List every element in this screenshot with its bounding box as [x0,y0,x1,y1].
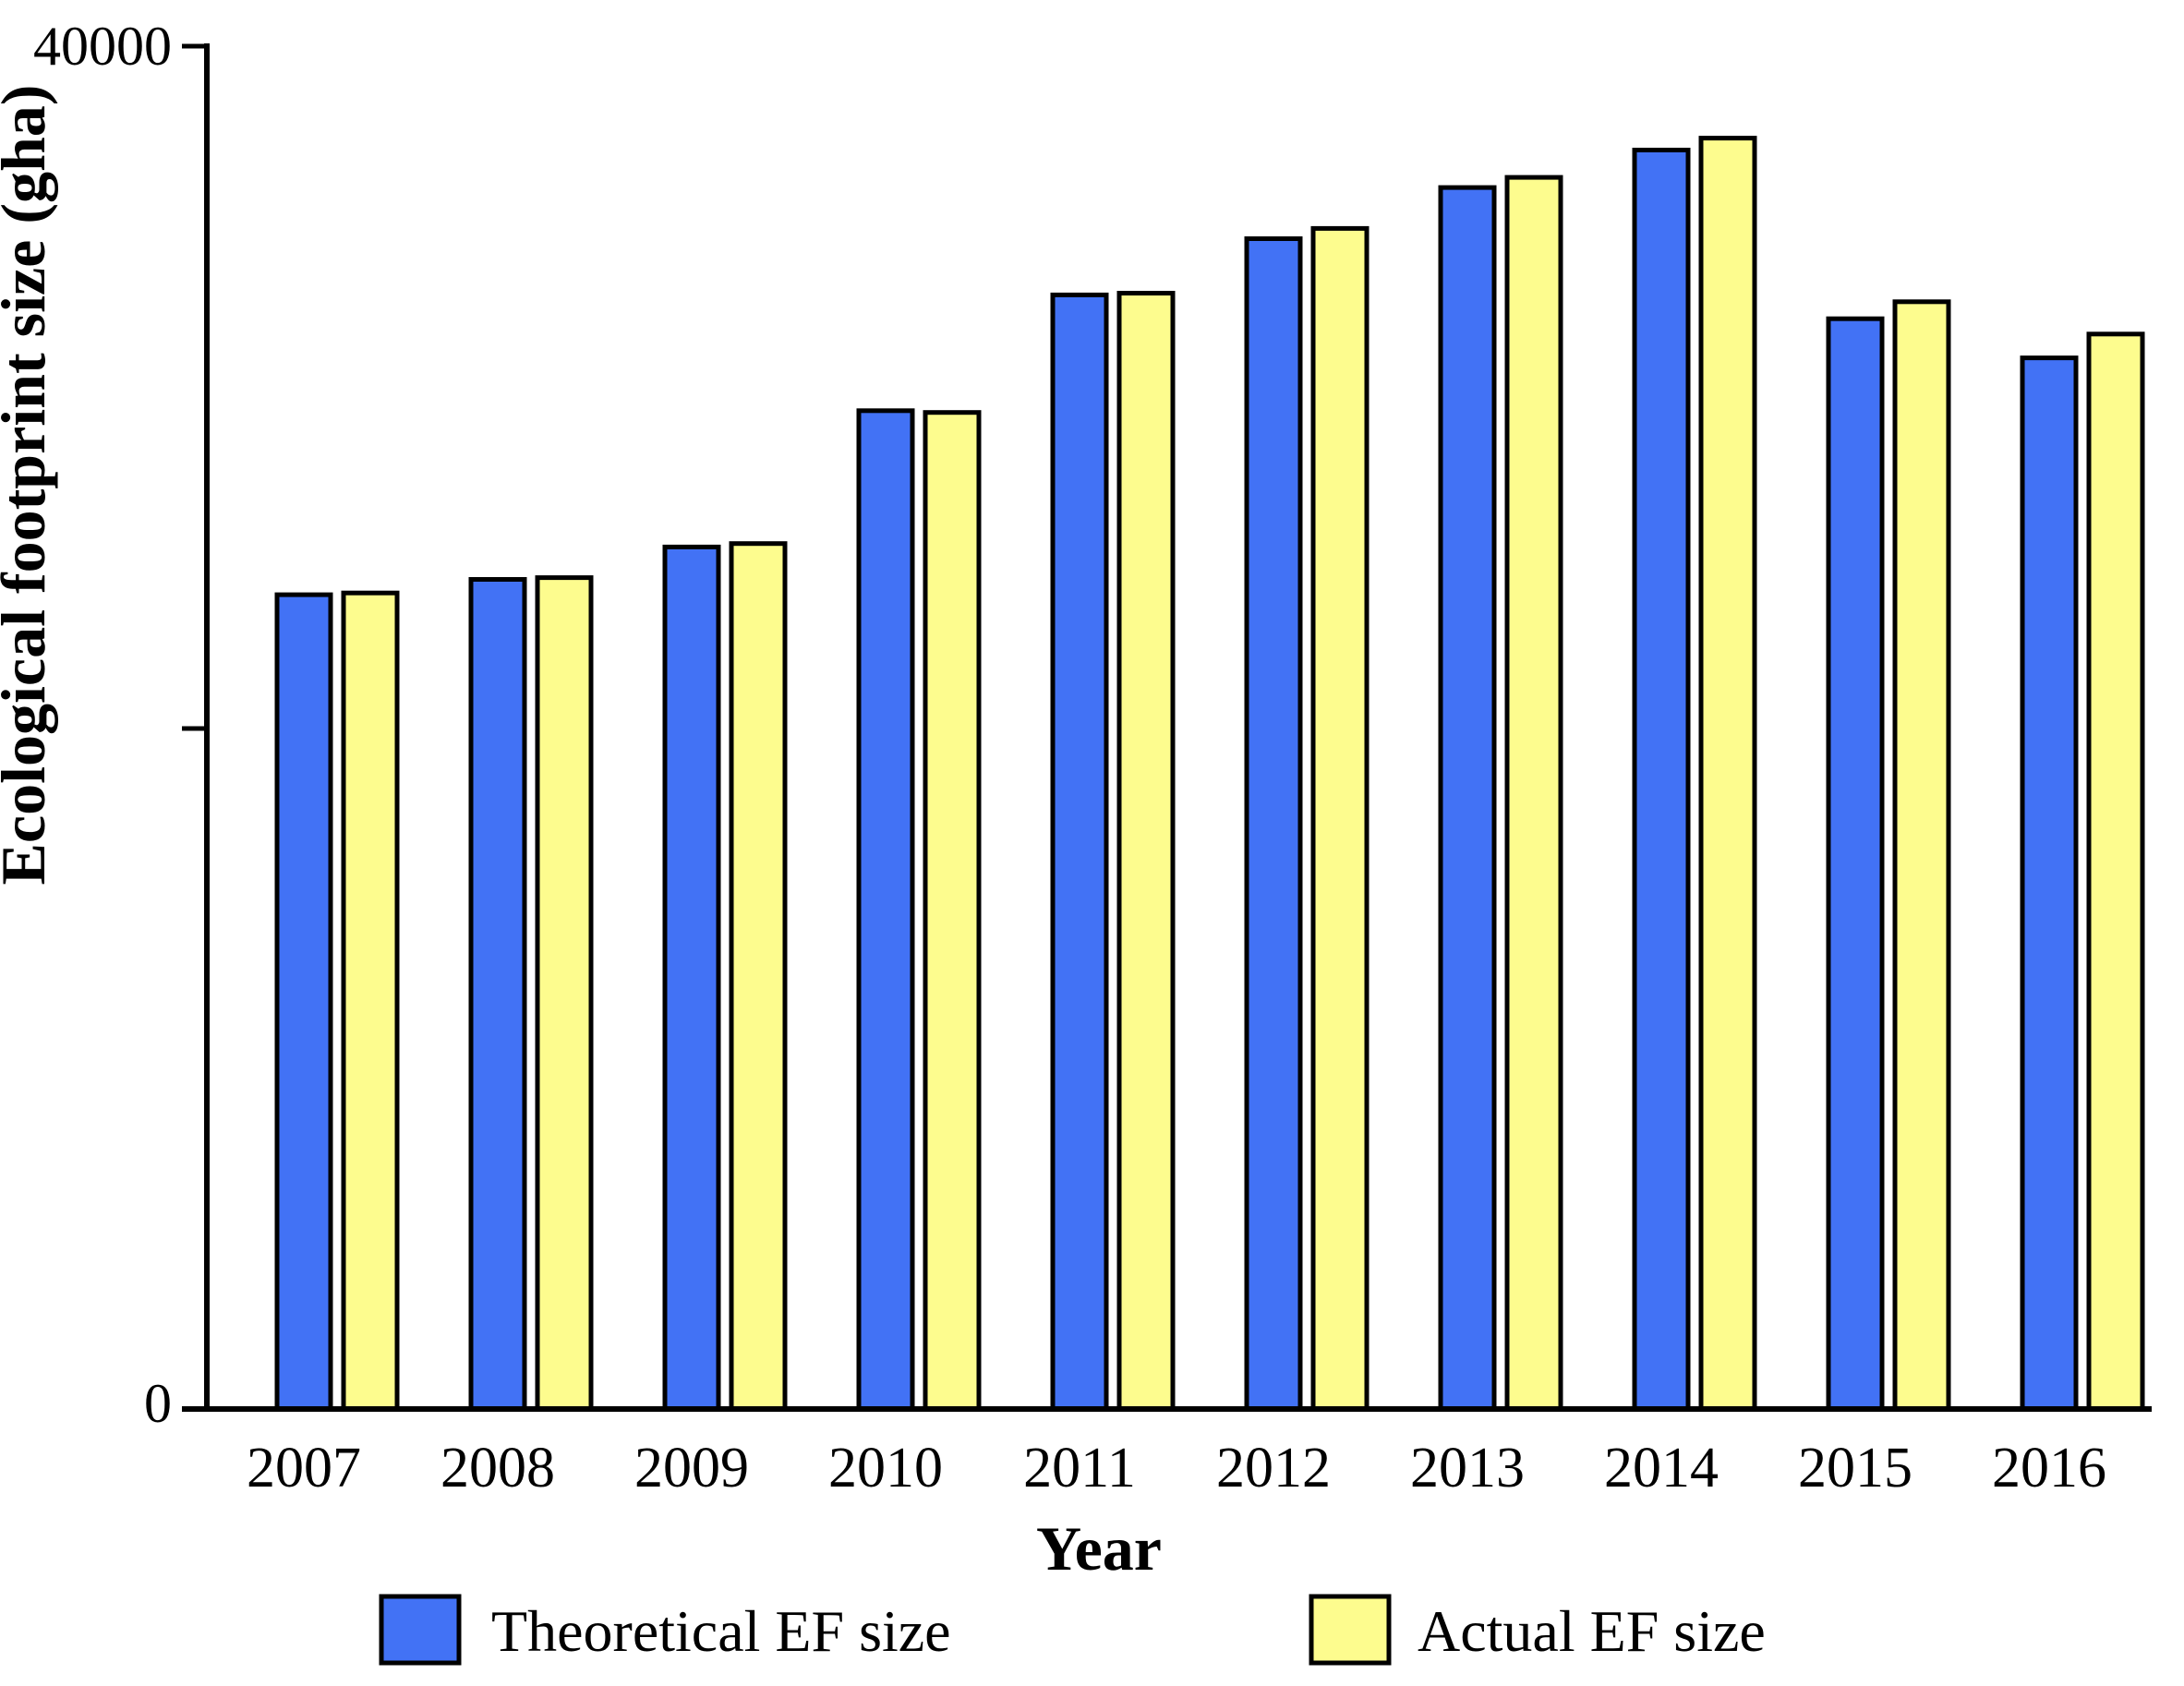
x-tick-label-2014: 2014 [1604,1437,1719,1499]
bar-actual-2008 [535,575,594,1412]
x-tick-label-2012: 2012 [1216,1437,1331,1499]
bar-theoretical-2012 [1244,236,1303,1412]
x-tick-label-2007: 2007 [247,1437,361,1499]
bar-actual-2013 [1504,175,1563,1412]
bar-theoretical-2016 [2020,355,2079,1412]
bar-actual-2010 [923,410,982,1412]
y-tick-label-40000: 40000 [33,16,172,77]
y-axis-title: Ecological footprint size (gha) [0,85,58,885]
bar-theoretical-2011 [1050,292,1109,1412]
x-tick-labels: 2007 2008 2009 2010 2011 2012 2013 2014 2015 2016 [247,1437,2106,1499]
bars-group [274,136,2145,1412]
bar-theoretical-2013 [1438,185,1497,1412]
bar-theoretical-2010 [856,408,915,1412]
y-tick-label-0: 0 [144,1373,172,1434]
bar-actual-2016 [2086,331,2145,1412]
legend-label-theoretical: Theoretical EF size [491,1598,951,1664]
legend-swatch-theoretical [379,1594,462,1666]
bar-actual-2015 [1892,299,1951,1412]
bar-theoretical-2014 [1632,148,1691,1412]
bar-actual-2014 [1698,136,1757,1412]
bar-actual-2012 [1310,225,1370,1412]
legend-swatch-actual [1309,1594,1392,1666]
bar-actual-2011 [1116,291,1176,1412]
legend-label-actual: Actual EF size [1418,1598,1766,1664]
x-tick-label-2008: 2008 [440,1437,555,1499]
bar-theoretical-2009 [662,544,721,1412]
x-tick-label-2011: 2011 [1023,1437,1136,1499]
bar-theoretical-2015 [1826,316,1885,1412]
bar-theoretical-2007 [274,592,333,1412]
bar-actual-2007 [341,590,400,1412]
x-tick-label-2013: 2013 [1410,1437,1525,1499]
x-tick-label-2016: 2016 [1992,1437,2106,1499]
x-tick-label-2010: 2010 [828,1437,943,1499]
x-tick-label-2009: 2009 [634,1437,749,1499]
bar-theoretical-2008 [468,577,527,1412]
bar-actual-2009 [729,541,788,1412]
legend: Theoretical EF size Actual EF size [379,1594,1766,1666]
x-tick-label-2015: 2015 [1798,1437,1913,1499]
x-axis-title: Year [1036,1513,1162,1584]
